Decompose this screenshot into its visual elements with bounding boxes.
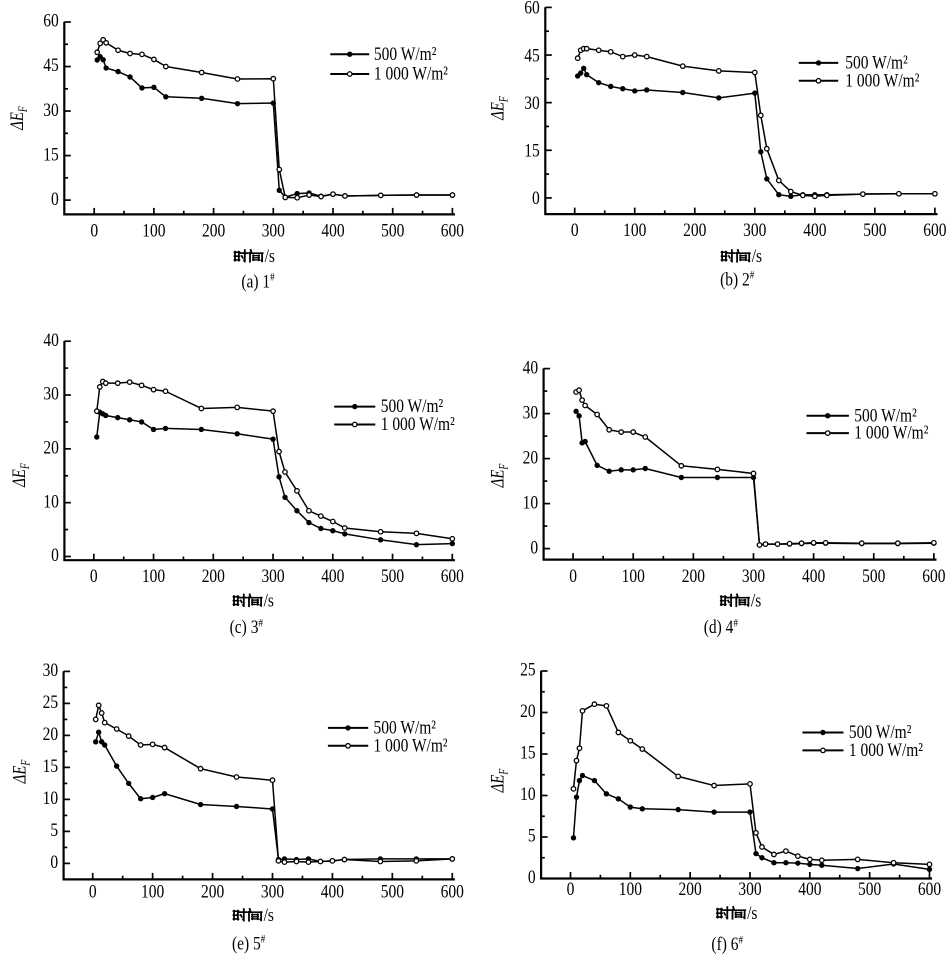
svg-text:60: 60: [43, 9, 59, 31]
svg-text:500 W/m²: 500 W/m²: [854, 404, 916, 426]
svg-text:1 000 W/m²: 1 000 W/m²: [845, 69, 919, 91]
svg-text:1 000 W/m²: 1 000 W/m²: [849, 738, 923, 760]
svg-text:15: 15: [520, 741, 536, 763]
svg-text:400: 400: [321, 880, 344, 902]
svg-text:30: 30: [43, 658, 59, 680]
svg-text:15: 15: [43, 143, 59, 165]
svg-text:1 000 W/m²: 1 000 W/m²: [381, 412, 455, 434]
svg-text:/s: /s: [265, 244, 275, 266]
svg-text:(b) 2#: (b) 2#: [720, 268, 754, 290]
svg-text:200: 200: [683, 218, 706, 240]
svg-text:100: 100: [622, 565, 645, 587]
svg-text:15: 15: [43, 754, 59, 776]
svg-text:1 000 W/m²: 1 000 W/m²: [854, 421, 928, 443]
svg-text:200: 200: [201, 880, 224, 902]
svg-text:(d) 4#: (d) 4#: [704, 616, 738, 638]
svg-text:0: 0: [90, 565, 98, 587]
svg-text:25: 25: [43, 690, 59, 712]
svg-text:300: 300: [262, 219, 285, 241]
svg-text:40: 40: [523, 356, 539, 378]
svg-text:/s: /s: [264, 903, 274, 925]
svg-text:40: 40: [43, 328, 59, 350]
svg-text:0: 0: [50, 850, 58, 872]
svg-text:500 W/m²: 500 W/m²: [381, 395, 443, 417]
svg-text:30: 30: [43, 382, 59, 404]
svg-text:15: 15: [524, 139, 540, 161]
svg-text:10: 10: [43, 786, 59, 808]
svg-text:200: 200: [202, 219, 225, 241]
svg-text:500: 500: [381, 219, 404, 241]
svg-text:/s: /s: [747, 901, 757, 923]
svg-text:400: 400: [321, 565, 344, 587]
svg-text:300: 300: [738, 877, 761, 899]
svg-text:30: 30: [43, 98, 59, 120]
svg-text:200: 200: [202, 565, 225, 587]
svg-text:1 000 W/m²: 1 000 W/m²: [374, 734, 448, 756]
svg-text:600: 600: [441, 565, 464, 587]
svg-text:400: 400: [321, 219, 344, 241]
svg-text:/s: /s: [264, 589, 274, 611]
svg-text:1 000 W/m²: 1 000 W/m²: [374, 62, 448, 84]
svg-text:500: 500: [862, 565, 885, 587]
svg-text:20: 20: [520, 700, 536, 722]
svg-text:100: 100: [619, 877, 642, 899]
svg-text:400: 400: [803, 218, 826, 240]
svg-text:500 W/m²: 500 W/m²: [374, 716, 436, 738]
svg-text:(e) 5#: (e) 5#: [232, 932, 265, 954]
svg-text:300: 300: [261, 880, 284, 902]
svg-text:100: 100: [142, 219, 165, 241]
svg-text:500 W/m²: 500 W/m²: [845, 51, 907, 73]
svg-text:100: 100: [623, 218, 646, 240]
svg-text:500 W/m²: 500 W/m²: [849, 720, 911, 742]
svg-text:20: 20: [523, 446, 539, 468]
svg-text:200: 200: [679, 877, 702, 899]
svg-text:600: 600: [923, 218, 946, 240]
svg-text:0: 0: [528, 866, 536, 888]
svg-text:/s: /s: [751, 589, 761, 611]
svg-text:20: 20: [43, 436, 59, 458]
svg-text:0: 0: [571, 218, 579, 240]
svg-text:/s: /s: [752, 244, 762, 266]
svg-text:0: 0: [51, 187, 59, 209]
svg-text:400: 400: [798, 877, 821, 899]
svg-text:30: 30: [524, 91, 540, 113]
svg-text:400: 400: [802, 565, 825, 587]
svg-text:0: 0: [532, 187, 540, 209]
svg-text:200: 200: [682, 565, 705, 587]
svg-text:600: 600: [441, 880, 464, 902]
svg-text:(c) 3#: (c) 3#: [230, 615, 263, 637]
svg-text:0: 0: [530, 536, 538, 558]
svg-text:600: 600: [922, 565, 945, 587]
svg-text:20: 20: [43, 722, 59, 744]
svg-text:60: 60: [524, 0, 540, 18]
svg-text:100: 100: [141, 880, 164, 902]
svg-text:10: 10: [523, 491, 539, 513]
svg-text:300: 300: [742, 565, 765, 587]
svg-text:500: 500: [858, 877, 881, 899]
svg-text:30: 30: [523, 401, 539, 423]
svg-text:600: 600: [441, 219, 464, 241]
svg-text:(f) 6#: (f) 6#: [711, 932, 743, 954]
svg-text:300: 300: [261, 565, 284, 587]
svg-text:0: 0: [89, 880, 97, 902]
svg-text:0: 0: [569, 565, 577, 587]
svg-text:600: 600: [918, 877, 941, 899]
svg-text:10: 10: [520, 783, 536, 805]
svg-text:500: 500: [381, 565, 404, 587]
svg-text:0: 0: [90, 219, 98, 241]
svg-text:500 W/m²: 500 W/m²: [374, 42, 436, 64]
svg-text:0: 0: [51, 544, 59, 566]
svg-text:45: 45: [43, 54, 59, 76]
svg-text:(a) 1#: (a) 1#: [241, 270, 274, 292]
svg-text:5: 5: [528, 824, 536, 846]
svg-text:300: 300: [743, 218, 766, 240]
svg-text:5: 5: [50, 818, 58, 840]
svg-text:500: 500: [381, 880, 404, 902]
svg-text:25: 25: [520, 658, 536, 680]
svg-text:0: 0: [567, 877, 575, 899]
svg-text:100: 100: [142, 565, 165, 587]
svg-text:500: 500: [863, 218, 886, 240]
svg-text:45: 45: [524, 44, 540, 66]
svg-text:10: 10: [43, 490, 59, 512]
